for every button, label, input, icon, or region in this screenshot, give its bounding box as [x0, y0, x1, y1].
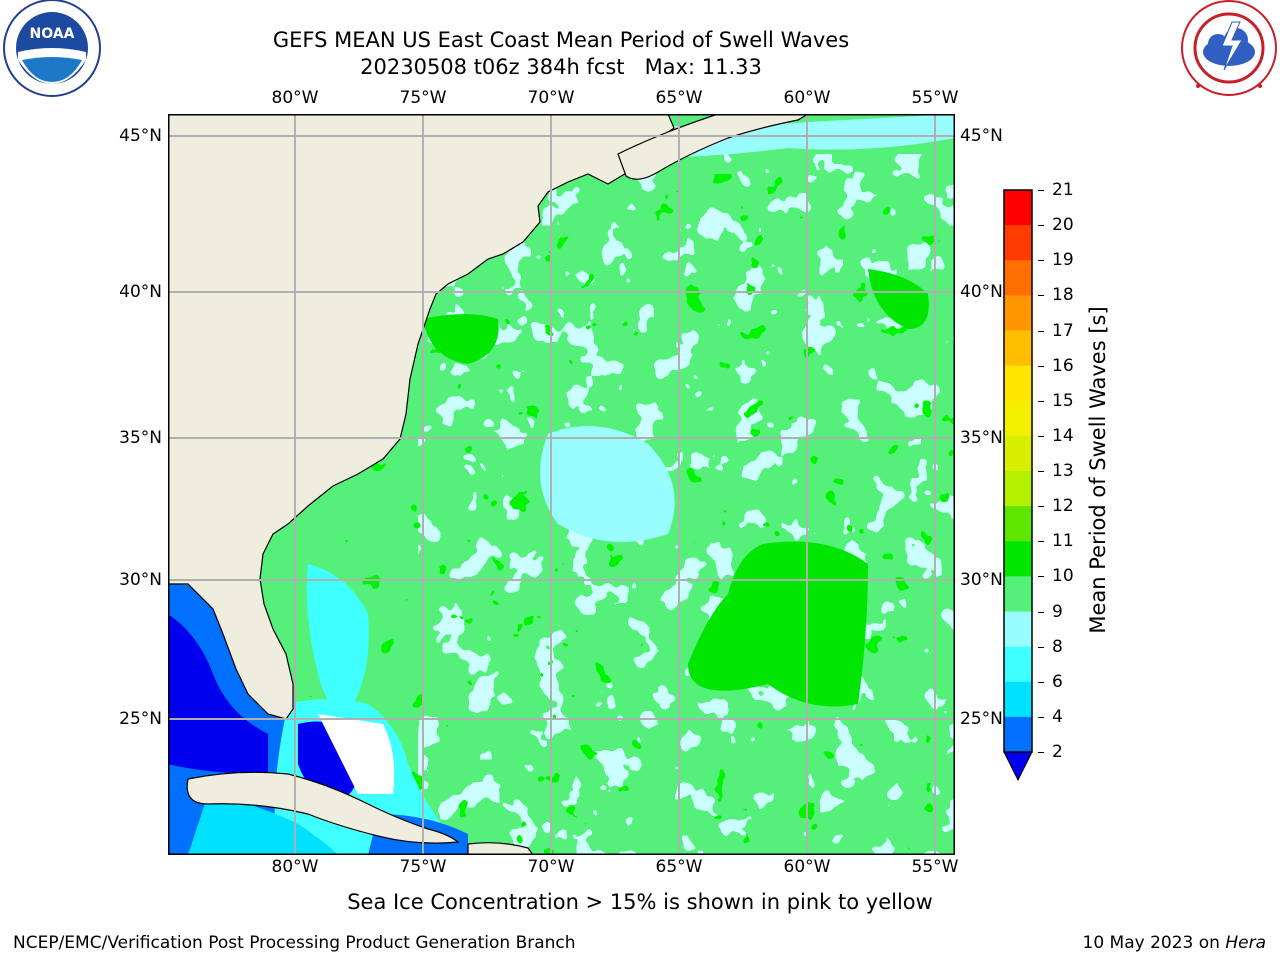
colorbar [1003, 189, 1033, 782]
colorbar-tick-label: 4 [1052, 706, 1063, 727]
chart-subtitle: 20230508 t06z 384h fcst Max: 11.33 [360, 55, 762, 79]
lon-tick-bottom: 55°W [911, 857, 959, 877]
credit-text: NCEP/EMC/Verification Post Processing Pr… [13, 933, 576, 953]
lon-tick-top: 65°W [655, 88, 703, 108]
colorbar-tick-mark [1038, 330, 1044, 332]
colorbar-tick-label: 14 [1052, 425, 1074, 446]
lat-tick-right: 30°N [960, 570, 1003, 590]
colorbar-bin [1004, 576, 1032, 612]
colorbar-tick-mark [1038, 752, 1044, 753]
lon-tick-bottom: 65°W [655, 857, 703, 877]
colorbar-bin [1004, 646, 1032, 683]
sea-ice-note: Sea Ice Concentration > 15% is shown in … [347, 890, 933, 914]
lat-tick-right: 25°N [960, 709, 1003, 729]
colorbar-bin [1004, 435, 1032, 472]
colorbar-label: Mean Period of Swell Waves [s] [1086, 306, 1110, 634]
colorbar-bin [1004, 295, 1032, 331]
colorbar-tick-mark [1038, 225, 1044, 227]
lat-tick-left: 35°N [119, 428, 162, 448]
colorbar-bin [1004, 365, 1032, 402]
colorbar-tick-label: 15 [1052, 390, 1074, 411]
colorbar-tick-label: 17 [1052, 320, 1074, 341]
colorbar-tick-label: 21 [1052, 180, 1074, 200]
colorbar-bin [1004, 506, 1032, 542]
colorbar-bin [1004, 330, 1032, 367]
colorbar-tick-label: 8 [1052, 636, 1063, 657]
lon-tick-top: 55°W [911, 88, 959, 108]
lat-tick-right: 35°N [960, 428, 1003, 448]
lat-tick-left: 25°N [119, 709, 162, 729]
lat-tick-right: 45°N [960, 126, 1003, 146]
colorbar-tick-mark [1038, 576, 1044, 578]
map-panel [168, 114, 955, 855]
lon-tick-top: 70°W [527, 88, 575, 108]
colorbar-tick-label: 18 [1052, 285, 1074, 306]
colorbar-tick-mark [1038, 646, 1044, 648]
colorbar-tick-mark [1038, 506, 1044, 508]
lon-tick-bottom: 60°W [783, 857, 831, 877]
date-text: 10 May 2023 on [1082, 933, 1226, 953]
colorbar-tick-label: 19 [1052, 250, 1074, 271]
nws-logo [1181, 0, 1277, 96]
lon-tick-bottom: 80°W [271, 857, 319, 877]
colorbar-tick-label: 11 [1052, 531, 1074, 552]
lat-tick-left: 30°N [119, 570, 162, 590]
date-host: Hera [1225, 933, 1266, 953]
graticule [168, 114, 955, 855]
colorbar-bin [1004, 225, 1032, 261]
colorbar-bin [1004, 400, 1032, 437]
colorbar-tick-mark [1038, 611, 1044, 613]
colorbar-tick-mark [1038, 260, 1044, 262]
colorbar-tick-mark [1038, 435, 1044, 437]
map-frame [168, 114, 955, 855]
lon-tick-bottom: 75°W [399, 857, 447, 877]
colorbar-extend-triangle [1003, 751, 1033, 782]
colorbar-tick-label: 13 [1052, 461, 1074, 481]
chart-title: GEFS MEAN US East Coast Mean Period of S… [272, 28, 850, 52]
colorbar-bin [1004, 471, 1032, 507]
lon-tick-top: 80°W [271, 88, 319, 108]
date-stamp: 10 May 2023 on Hera [1083, 933, 1267, 953]
colorbar-tick-mark [1038, 295, 1044, 297]
colorbar-tick-label: 20 [1052, 215, 1074, 236]
colorbar-tick-mark [1038, 400, 1044, 402]
colorbar-tick-label: 2 [1052, 742, 1063, 762]
lon-tick-top: 60°W [783, 88, 831, 108]
colorbar-tick-mark [1038, 541, 1044, 543]
lon-tick-bottom: 70°W [527, 857, 575, 877]
colorbar-tick-label: 12 [1052, 496, 1074, 517]
colorbar-tick-label: 6 [1052, 671, 1063, 692]
colorbar-bin [1004, 190, 1032, 226]
colorbar-frame [1003, 189, 1033, 753]
colorbar-tick-mark [1038, 681, 1044, 683]
colorbar-tick-label: 9 [1052, 601, 1063, 622]
colorbar-tick-label: 10 [1052, 566, 1074, 587]
colorbar-bin [1004, 541, 1032, 577]
colorbar-tick-mark [1038, 716, 1044, 718]
colorbar-bin [1004, 611, 1032, 648]
colorbar-bin [1004, 260, 1032, 296]
lat-tick-left: 40°N [119, 282, 162, 302]
colorbar-bin [1004, 716, 1032, 753]
lat-tick-right: 40°N [960, 282, 1003, 302]
lat-tick-left: 45°N [119, 126, 162, 146]
colorbar-tick-mark [1038, 471, 1044, 472]
noaa-logo-text: NOAA [30, 26, 75, 42]
lon-tick-top: 75°W [399, 88, 447, 108]
colorbar-tick-label: 16 [1052, 355, 1074, 376]
colorbar-bin [1004, 681, 1032, 718]
colorbar-tick-mark [1038, 190, 1044, 191]
colorbar-tick-mark [1038, 365, 1044, 367]
noaa-logo: NOAA [3, 0, 101, 97]
